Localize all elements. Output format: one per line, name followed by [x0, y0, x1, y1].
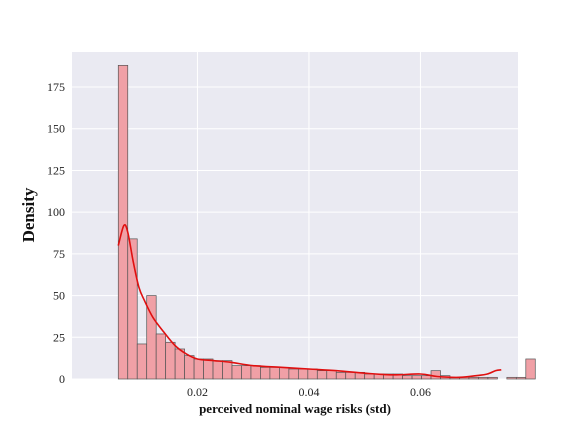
- y-tick-label: 0: [59, 372, 65, 386]
- histogram-bar: [136, 343, 148, 380]
- y-tick-label: 75: [53, 247, 65, 261]
- x-tick-label: 0.06: [410, 385, 431, 399]
- histogram-bar: [174, 348, 185, 380]
- histogram-bar: [222, 360, 233, 380]
- histogram-bar: [212, 360, 223, 380]
- histogram-bar: [297, 368, 309, 380]
- histogram-bar: [411, 375, 422, 380]
- histogram-bar: [184, 355, 195, 380]
- histogram-bar: [269, 366, 280, 380]
- kde-curve: [117, 223, 502, 379]
- histogram-bar: [316, 370, 328, 380]
- histogram-bar: [468, 376, 479, 380]
- y-axis-ticks: 0 25 50 75 100 125 150 175: [47, 80, 65, 386]
- histogram-bar: [155, 333, 167, 380]
- histogram-bar: [250, 365, 261, 380]
- histogram-bar: [364, 373, 375, 380]
- plot-area: [72, 52, 518, 379]
- histogram-bar: [430, 370, 441, 380]
- histogram-bar: [127, 238, 138, 380]
- x-tick-label: 0.02: [187, 385, 208, 399]
- x-axis-ticks: 0.02 0.04 0.06: [187, 385, 431, 399]
- histogram-bar: [165, 341, 176, 380]
- grid-lines: [72, 52, 518, 380]
- histogram-bar: [231, 365, 242, 380]
- histogram-bar: [515, 376, 527, 380]
- y-tick-label: 125: [47, 163, 65, 177]
- x-tick-label: 0.04: [298, 385, 319, 399]
- histogram-bar: [193, 358, 204, 380]
- x-axis-label: perceived nominal wage risks (std): [199, 401, 391, 416]
- histogram-bar: [345, 371, 356, 380]
- histogram-bars: [117, 64, 536, 380]
- histogram-bar: [288, 368, 299, 380]
- histogram-bar: [487, 376, 498, 380]
- histogram-bar: [241, 365, 252, 380]
- histogram-bar: [326, 370, 337, 380]
- histogram-bar: [279, 366, 290, 380]
- histogram-bar: [260, 366, 271, 380]
- histogram-bar: [478, 376, 489, 380]
- y-tick-label: 25: [53, 330, 65, 344]
- histogram-bar: [203, 358, 214, 380]
- histogram-bar: [335, 371, 347, 380]
- histogram-bar: [307, 368, 318, 380]
- histogram-bar: [506, 376, 517, 380]
- histogram-bar: [402, 375, 413, 380]
- histogram-bar: [421, 375, 432, 380]
- y-tick-label: 175: [47, 80, 65, 94]
- y-axis-label: Density: [19, 187, 38, 242]
- y-tick-label: 100: [47, 205, 65, 219]
- histogram-bar: [525, 358, 536, 380]
- y-tick-label: 150: [47, 122, 65, 136]
- histogram-bar: [117, 64, 129, 380]
- y-tick-label: 50: [53, 289, 65, 303]
